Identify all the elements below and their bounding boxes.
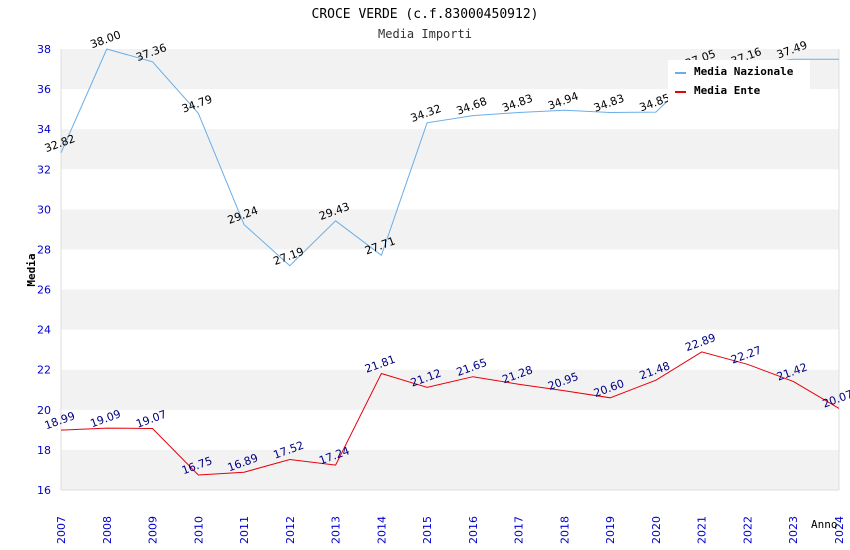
data-label: 34.83 [500, 92, 534, 115]
grid-band [61, 209, 839, 250]
y-tick-label: 22 [37, 364, 51, 377]
x-tick-labels: 2007 2008 2009 2010 2011 2012 2013 2014 2015 2016… [55, 516, 846, 544]
y-tick-label: 26 [37, 284, 51, 297]
y-tick-labels: 16 18 20 22 24 26 28 30 32 34 36 38 [37, 43, 51, 497]
chart-title: CROCE VERDE (c.f.83000450912) [312, 7, 539, 22]
data-label: 22.27 [729, 344, 763, 367]
x-tick-label: 2012 [284, 516, 297, 544]
x-tick-label: 2009 [147, 516, 160, 544]
series-line-media-ente [60, 351, 840, 476]
y-tick-label: 36 [37, 83, 51, 96]
data-label: 34.68 [455, 95, 489, 118]
x-tick-label: 2007 [55, 516, 68, 544]
grid-band [61, 289, 839, 330]
legend-label-media-nazionale: Media Nazionale [694, 65, 794, 78]
x-tick-label: 2016 [467, 516, 480, 544]
y-tick-label: 24 [37, 324, 51, 337]
legend: Media Nazionale Media Ente [668, 60, 810, 102]
data-label: 19.09 [89, 407, 123, 430]
axes [60, 49, 840, 491]
data-label: 34.94 [546, 90, 580, 113]
y-tick-label: 34 [37, 123, 51, 136]
y-tick-label: 32 [37, 163, 51, 176]
y-axis-label: Media [25, 253, 38, 286]
x-axis-label: Anno [811, 518, 838, 531]
data-label: 34.85 [638, 91, 672, 114]
legend-label-media-ente: Media Ente [694, 84, 761, 97]
series-lines [60, 48, 840, 476]
x-tick-label: 2014 [375, 516, 388, 544]
x-tick-label: 2020 [650, 516, 663, 544]
x-tick-label: 2018 [558, 516, 571, 544]
y-tick-label: 38 [37, 43, 51, 56]
x-tick-label: 2019 [604, 516, 617, 544]
y-tick-label: 20 [37, 404, 51, 417]
x-tick-label: 2011 [238, 516, 251, 544]
data-label: 19.07 [134, 408, 168, 431]
legend-box [668, 60, 810, 102]
grid-band [61, 449, 839, 490]
grid-bands [61, 49, 839, 490]
x-tick-label: 2010 [192, 516, 205, 544]
x-tick-label: 2022 [741, 516, 754, 544]
grid-band [61, 129, 839, 170]
x-tick-label: 2013 [330, 516, 343, 544]
chart-subtitle: Media Importi [378, 27, 472, 41]
x-tick-label: 2015 [421, 516, 434, 544]
x-tick-label: 2024 [833, 516, 846, 544]
y-tick-label: 30 [37, 203, 51, 216]
grid-band [61, 369, 839, 410]
x-tick-label: 2017 [513, 516, 526, 544]
data-label: 38.00 [89, 28, 123, 51]
y-tick-label: 18 [37, 444, 51, 457]
x-tick-label: 2021 [696, 516, 709, 544]
data-label: 22.89 [683, 331, 717, 354]
x-tick-label: 2023 [787, 516, 800, 544]
x-tick-label: 2008 [101, 516, 114, 544]
data-label: 34.83 [592, 92, 626, 115]
y-tick-label: 16 [37, 484, 51, 497]
y-tick-label: 28 [37, 243, 51, 256]
